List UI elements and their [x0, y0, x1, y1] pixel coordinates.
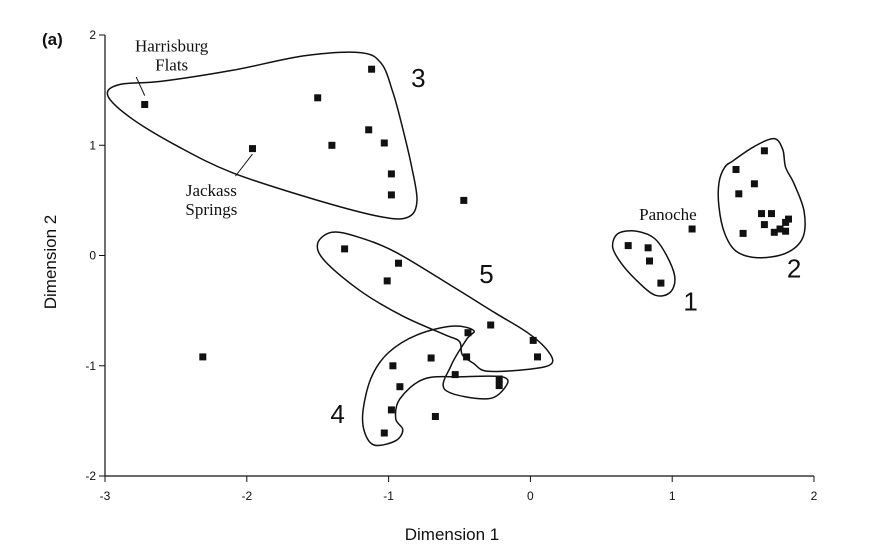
data-point	[758, 210, 765, 218]
data-point	[529, 336, 537, 344]
y-tick-label: 1	[89, 138, 96, 152]
data-point	[451, 371, 459, 379]
data-point	[657, 279, 665, 287]
data-point	[534, 353, 541, 361]
data-point	[760, 147, 768, 155]
data-point	[739, 229, 747, 237]
x-tick-label: -2	[241, 489, 252, 503]
y-tick-label: -1	[85, 359, 96, 373]
data-point	[460, 196, 468, 204]
site-label: Jackass	[186, 181, 237, 200]
cluster-label: 4	[330, 399, 344, 429]
leader-line	[235, 153, 253, 177]
site-label: Panoche	[639, 205, 697, 224]
data-point	[387, 406, 395, 414]
data-point	[365, 126, 373, 134]
data-point	[387, 191, 395, 199]
data-point	[750, 180, 758, 188]
data-point	[735, 190, 743, 198]
x-axis-title: Dimension 1	[405, 525, 500, 544]
data-point	[644, 244, 652, 252]
x-tick-label: -1	[383, 489, 394, 503]
data-point	[785, 215, 792, 223]
data-point	[624, 242, 632, 250]
data-point	[368, 65, 376, 73]
cluster-label: 3	[411, 63, 425, 93]
data-point	[427, 354, 435, 362]
axes: -3 -2 -1 0 1 2 -2 -1 0 1 2	[85, 28, 817, 503]
data-point	[380, 139, 388, 147]
data-points	[141, 65, 792, 437]
data-point	[732, 166, 740, 173]
data-point	[495, 382, 503, 390]
data-point	[431, 413, 439, 420]
data-point	[341, 245, 349, 253]
x-tick-label: -3	[100, 489, 111, 503]
x-tick-label: 1	[669, 489, 676, 503]
x-tick-label: 2	[811, 489, 818, 503]
cluster-label: 2	[787, 254, 801, 284]
cluster-outline	[717, 137, 806, 259]
y-tick-label: 2	[89, 28, 96, 42]
y-axis-title: Dimension 2	[41, 215, 60, 310]
y-tick-label: -2	[85, 469, 96, 483]
data-point	[463, 353, 471, 361]
leader-line	[135, 76, 146, 96]
cluster-label: 1	[683, 287, 697, 317]
data-point	[328, 141, 336, 149]
cluster-label: 5	[479, 259, 493, 289]
data-point	[768, 210, 775, 218]
data-point	[389, 362, 397, 370]
data-point	[646, 257, 653, 265]
cluster-outline	[316, 231, 554, 373]
site-label: Flats	[155, 56, 188, 75]
cluster-outline	[611, 230, 676, 297]
data-point	[760, 221, 768, 229]
data-point	[249, 145, 256, 153]
site-label: Harrisburg	[135, 37, 209, 56]
data-point	[770, 228, 778, 236]
site-label: Springs	[185, 200, 237, 219]
data-point	[464, 329, 472, 337]
data-point	[396, 383, 404, 391]
data-point	[199, 353, 207, 361]
data-point	[495, 375, 503, 383]
y-tick-label: 0	[89, 249, 96, 263]
data-point	[380, 429, 388, 437]
x-tick-label: 0	[527, 489, 534, 503]
data-point	[782, 227, 790, 235]
data-point	[688, 225, 696, 233]
cluster-outline	[361, 325, 509, 447]
panel-label: (a)	[42, 30, 63, 49]
data-point	[314, 94, 322, 102]
data-point	[395, 259, 402, 267]
data-point	[487, 321, 495, 329]
cluster-outlines	[106, 51, 806, 447]
data-point	[141, 101, 149, 108]
data-point	[776, 225, 784, 233]
cluster-outline	[106, 51, 418, 220]
data-point	[387, 170, 395, 178]
data-point	[383, 277, 391, 285]
